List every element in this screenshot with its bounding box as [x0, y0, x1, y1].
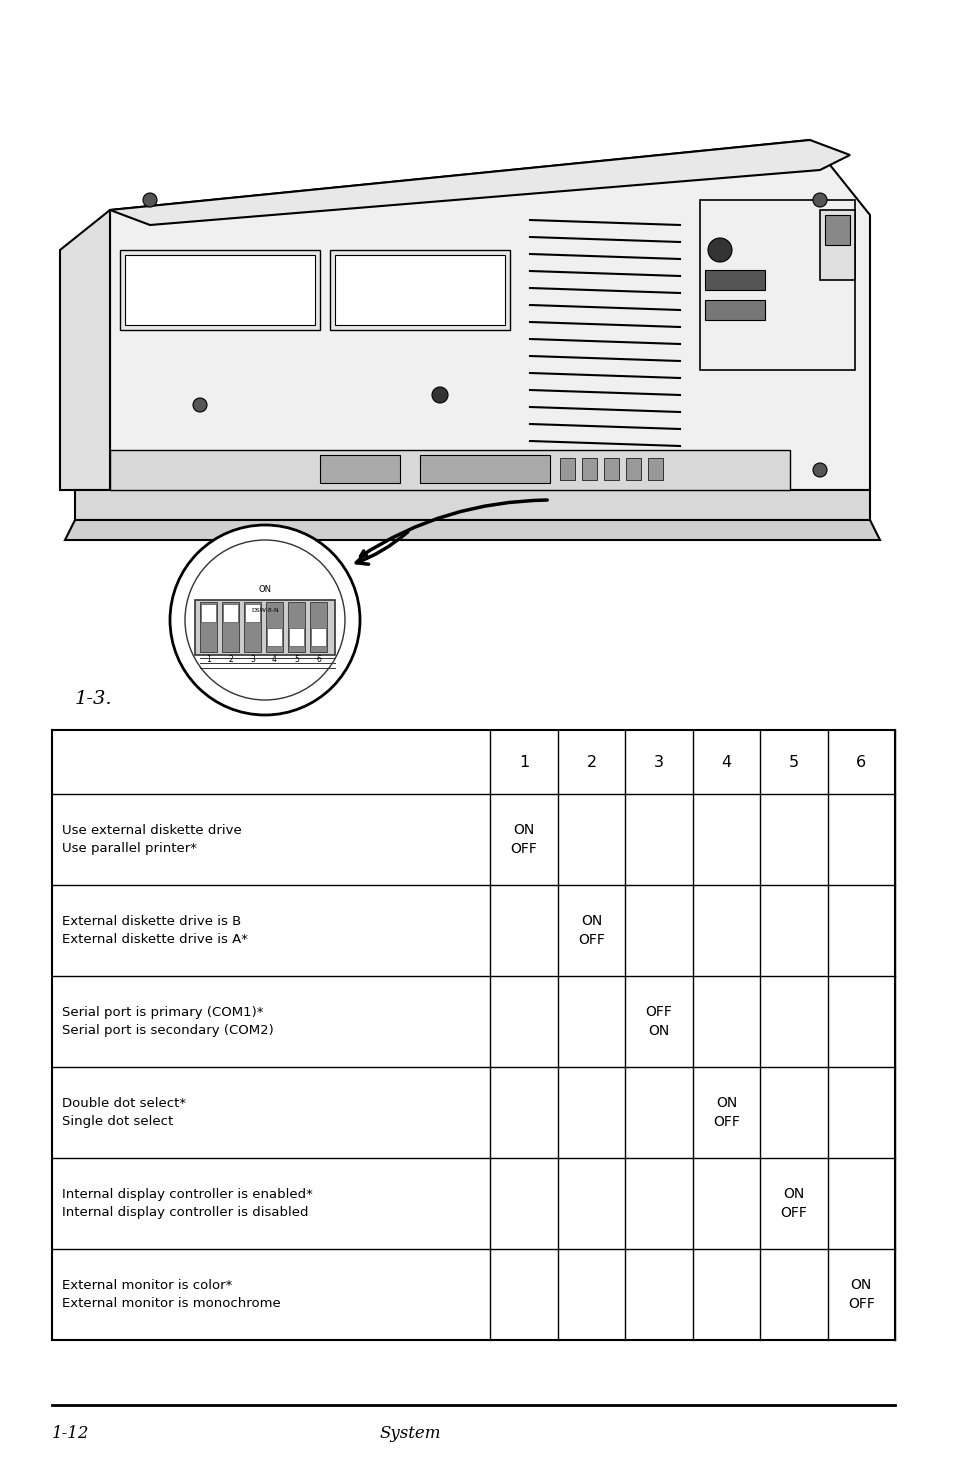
Polygon shape [75, 491, 869, 520]
Bar [120, 250, 319, 330]
Text: 5: 5 [788, 755, 798, 770]
Polygon shape [60, 210, 110, 491]
Text: 6: 6 [856, 755, 865, 770]
Text: External diskette drive is B
External diskette drive is A*: External diskette drive is B External di… [62, 915, 248, 946]
Text: Internal display controller is enabled*
Internal display controller is disabled: Internal display controller is enabled* … [62, 1188, 313, 1219]
Bar [581, 458, 597, 480]
Text: Serial port is primary (COM1)*
Serial port is secondary (COM2): Serial port is primary (COM1)* Serial po… [62, 1007, 274, 1038]
Text: ON
OFF: ON OFF [712, 1095, 740, 1129]
Bar [603, 458, 618, 480]
FancyArrowPatch shape [355, 532, 408, 565]
Circle shape [193, 398, 207, 412]
Circle shape [143, 194, 157, 207]
Text: Use external diskette drive
Use parallel printer*: Use external diskette drive Use parallel… [62, 825, 241, 856]
Bar [288, 602, 305, 652]
Text: 1: 1 [206, 656, 211, 665]
Text: 2: 2 [586, 755, 596, 770]
Bar [110, 449, 789, 491]
Bar [311, 628, 326, 646]
Text: External monitor is color*
External monitor is monochrome: External monitor is color* External moni… [62, 1278, 280, 1310]
Bar [125, 256, 314, 325]
Text: 4: 4 [720, 755, 731, 770]
Text: 1-3.: 1-3. [75, 690, 112, 708]
Bar [267, 628, 282, 646]
Bar [700, 200, 854, 370]
Bar [335, 256, 504, 325]
Circle shape [432, 387, 448, 403]
Circle shape [812, 194, 826, 207]
Text: 1-12: 1-12 [52, 1425, 90, 1443]
Bar [647, 458, 662, 480]
Bar [223, 605, 237, 622]
Bar [704, 270, 764, 290]
Bar [559, 458, 575, 480]
Circle shape [812, 463, 826, 477]
Polygon shape [65, 520, 879, 539]
Text: DSW-8-N: DSW-8-N [251, 607, 278, 612]
Bar [419, 455, 550, 483]
Text: 3: 3 [250, 656, 254, 665]
Circle shape [185, 539, 345, 701]
Bar [319, 455, 399, 483]
Text: OFF
ON: OFF ON [645, 1005, 672, 1039]
Text: ON
OFF: ON OFF [578, 913, 604, 947]
Circle shape [170, 525, 359, 715]
Text: 4: 4 [272, 656, 276, 665]
Circle shape [707, 238, 731, 262]
Bar [200, 602, 216, 652]
Bar [266, 602, 283, 652]
Bar [245, 605, 260, 622]
Polygon shape [110, 140, 869, 491]
Text: 1: 1 [518, 755, 529, 770]
Bar [704, 300, 764, 321]
Bar [820, 210, 854, 279]
Bar [330, 250, 510, 330]
Bar [625, 458, 640, 480]
Text: 2: 2 [228, 656, 233, 665]
Text: 3: 3 [653, 755, 663, 770]
Text: System: System [379, 1425, 441, 1443]
Bar [244, 602, 261, 652]
Text: ON
OFF: ON OFF [510, 823, 537, 856]
Text: ON: ON [258, 585, 272, 594]
Bar [201, 605, 215, 622]
Bar [194, 600, 335, 655]
Text: 5: 5 [294, 656, 298, 665]
Bar [310, 602, 327, 652]
Text: ON
OFF: ON OFF [780, 1187, 806, 1221]
Bar [222, 602, 239, 652]
Text: Double dot select*
Single dot select: Double dot select* Single dot select [62, 1097, 186, 1128]
Polygon shape [110, 140, 849, 225]
Text: 6: 6 [315, 656, 320, 665]
Bar [289, 628, 304, 646]
Bar [824, 214, 849, 245]
Text: ON
OFF: ON OFF [847, 1278, 874, 1311]
